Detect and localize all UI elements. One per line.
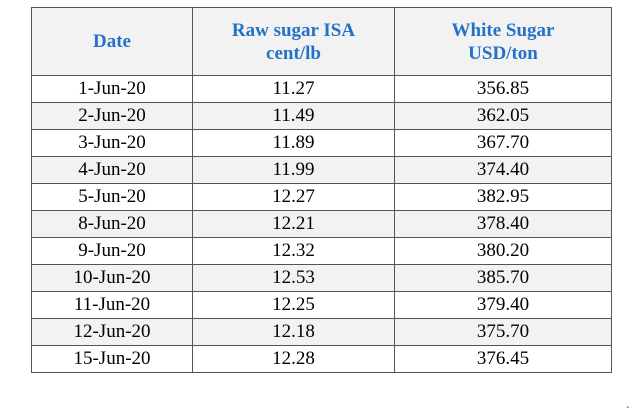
date-cell: 10-Jun-20 (31, 264, 193, 292)
table-row: 12-Jun-20 12.18 375.70 (31, 318, 612, 346)
date-cell: 5-Jun-20 (31, 183, 193, 211)
raw-sugar-cell: 12.53 (192, 264, 395, 292)
date-cell: 1-Jun-20 (31, 75, 193, 103)
date-cell: 4-Jun-20 (31, 156, 193, 184)
table-row: 3-Jun-20 11.89 367.70 (31, 129, 612, 157)
table-row: 10-Jun-20 12.53 385.70 (31, 264, 612, 292)
header-white-sugar: White Sugar USD/ton (394, 7, 612, 76)
header-date-line-1: Date (93, 31, 131, 52)
date-cell: 12-Jun-20 (31, 318, 193, 346)
white-sugar-cell: 382.95 (394, 183, 612, 211)
white-sugar-cell: 375.70 (394, 318, 612, 346)
table-row: 15-Jun-20 12.28 376.45 (31, 345, 612, 373)
white-sugar-cell: 362.05 (394, 102, 612, 130)
table-row: 5-Jun-20 12.27 382.95 (31, 183, 612, 211)
sugar-price-table: Date Raw sugar ISA cent/lb White Sugar U… (31, 7, 612, 373)
header-date: Date (31, 7, 193, 76)
white-sugar-cell: 367.70 (394, 129, 612, 157)
date-cell: 8-Jun-20 (31, 210, 193, 238)
table-row: 2-Jun-20 11.49 362.05 (31, 102, 612, 130)
header-raw-sugar-line-2: cent/lb (266, 42, 321, 64)
table-row: 9-Jun-20 12.32 380.20 (31, 237, 612, 265)
sugar-price-table-container: Date Raw sugar ISA cent/lb White Sugar U… (31, 7, 612, 373)
raw-sugar-cell: 11.27 (192, 75, 395, 103)
white-sugar-cell: 380.20 (394, 237, 612, 265)
header-white-sugar-line-2: USD/ton (468, 42, 538, 64)
date-cell: 15-Jun-20 (31, 345, 193, 373)
raw-sugar-cell: 12.18 (192, 318, 395, 346)
raw-sugar-cell: 12.21 (192, 210, 395, 238)
footer-mark: . (626, 397, 630, 412)
date-cell: 9-Jun-20 (31, 237, 193, 265)
table-row: 4-Jun-20 11.99 374.40 (31, 156, 612, 184)
raw-sugar-cell: 11.89 (192, 129, 395, 157)
raw-sugar-cell: 12.32 (192, 237, 395, 265)
raw-sugar-cell: 12.25 (192, 291, 395, 319)
white-sugar-cell: 378.40 (394, 210, 612, 238)
white-sugar-cell: 356.85 (394, 75, 612, 103)
raw-sugar-cell: 12.27 (192, 183, 395, 211)
raw-sugar-cell: 12.28 (192, 345, 395, 373)
header-raw-sugar: Raw sugar ISA cent/lb (192, 7, 395, 76)
table-body: 1-Jun-20 11.27 356.85 2-Jun-20 11.49 362… (31, 75, 612, 373)
raw-sugar-cell: 11.99 (192, 156, 395, 184)
table-row: 8-Jun-20 12.21 378.40 (31, 210, 612, 238)
white-sugar-cell: 385.70 (394, 264, 612, 292)
raw-sugar-cell: 11.49 (192, 102, 395, 130)
table-row: 11-Jun-20 12.25 379.40 (31, 291, 612, 319)
date-cell: 2-Jun-20 (31, 102, 193, 130)
white-sugar-cell: 376.45 (394, 345, 612, 373)
table-row: 1-Jun-20 11.27 356.85 (31, 75, 612, 103)
table-header: Date Raw sugar ISA cent/lb White Sugar U… (31, 7, 612, 76)
header-raw-sugar-line-1: Raw sugar ISA (231, 19, 356, 41)
date-cell: 3-Jun-20 (31, 129, 193, 157)
white-sugar-cell: 374.40 (394, 156, 612, 184)
header-white-sugar-line-1: White Sugar (451, 19, 555, 41)
header-row: Date Raw sugar ISA cent/lb White Sugar U… (31, 7, 612, 76)
white-sugar-cell: 379.40 (394, 291, 612, 319)
date-cell: 11-Jun-20 (31, 291, 193, 319)
